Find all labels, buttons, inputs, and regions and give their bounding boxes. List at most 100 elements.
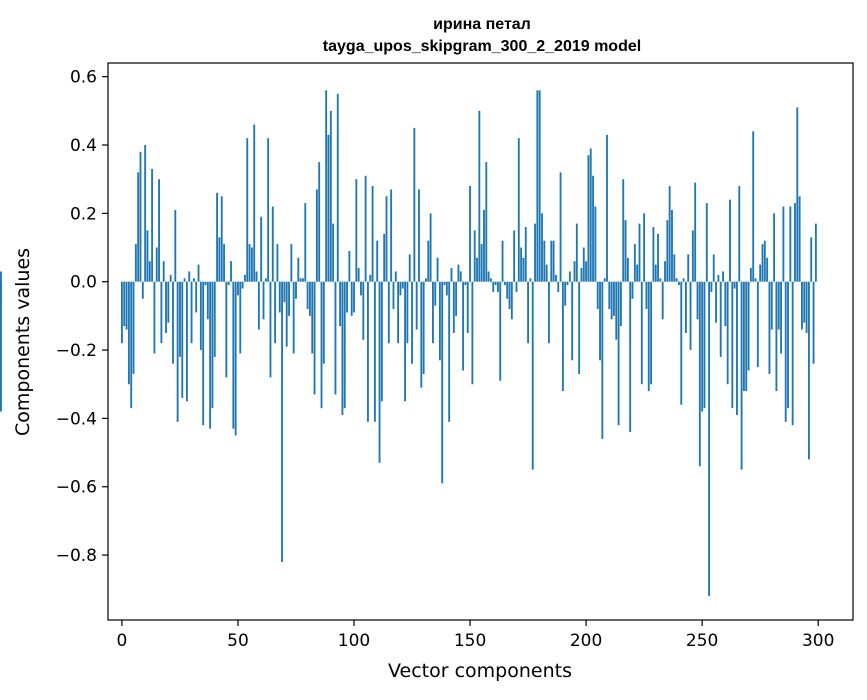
bar [278,281,281,313]
bar [425,278,427,282]
bar [218,237,221,282]
bar [657,233,659,282]
y-axis-ticks: 0.6 0.4 0.2 0.0 −0.2 −0.4 −0.6 −0.8 [56,68,108,566]
bar [483,209,485,282]
bar [288,281,290,316]
bar [322,281,325,364]
bar [485,162,488,282]
bar [162,261,165,282]
bar [422,281,425,374]
plot-frame [107,62,854,621]
bar [174,209,177,282]
y-tick-label: 0.6 [70,68,97,88]
bar [807,281,810,460]
bar [232,281,235,429]
bar [267,138,270,282]
bar [770,281,773,330]
bar [239,281,242,354]
bar [594,206,597,282]
bar [517,138,520,282]
bar [534,223,536,282]
bar [471,281,474,385]
bar [814,223,817,282]
bar [141,281,144,299]
bar [736,281,738,415]
bar [415,281,418,330]
bar [777,281,780,330]
x-axis-ticks: 0 50 100 150 200 250 300 [117,620,834,651]
bar [578,281,581,374]
bar [696,281,699,320]
bar [613,281,615,316]
bar [717,274,720,282]
bar [257,281,260,330]
bar [633,244,636,282]
bar [185,281,188,402]
bar [299,278,302,282]
bar [631,281,634,299]
bar [223,244,225,282]
bar [311,281,314,354]
bar [640,281,643,385]
bar [457,264,460,282]
bar [255,271,258,282]
bar [274,281,277,344]
bar [552,240,555,282]
bar [306,281,309,310]
bar [315,189,318,282]
bar [0,281,2,412]
bar [385,196,388,282]
bar [610,281,613,320]
bar [329,110,332,282]
bar [216,192,219,282]
bar [566,281,569,286]
bar [722,271,724,282]
bar [0,271,2,282]
bar [376,240,379,282]
bar [596,281,599,310]
bar [380,281,383,402]
bar [545,264,548,282]
bar [248,244,251,282]
bar [654,264,657,282]
bar [443,281,446,286]
bar [694,182,697,282]
bar [220,196,223,282]
bar [448,281,451,422]
bar [369,274,372,282]
bar [383,233,386,282]
bar [292,281,295,354]
bar [589,148,592,282]
x-tick-label: 50 [227,631,249,651]
bar [234,281,237,436]
bar [132,281,135,374]
bar [680,281,683,405]
bar [452,281,455,333]
bar [652,227,655,282]
bar [127,281,130,385]
bar [204,281,207,286]
bar [137,172,140,282]
bar [527,281,530,344]
bar [659,278,662,282]
bar [271,206,274,282]
bar [436,257,439,282]
bar [399,281,402,296]
bar [754,278,757,282]
bar [756,281,759,368]
y-tick-label: 0.0 [70,273,97,293]
bar [503,281,506,286]
bar [515,281,518,292]
bar [585,261,588,282]
bar [619,281,622,327]
bar [464,281,467,286]
bar [666,220,669,282]
bar [148,261,151,282]
bar [397,281,400,344]
bar [183,278,186,282]
bar [671,209,673,282]
x-tick-label: 250 [686,631,718,651]
bar [445,281,448,296]
bars-group [0,90,817,597]
bar [636,264,639,282]
